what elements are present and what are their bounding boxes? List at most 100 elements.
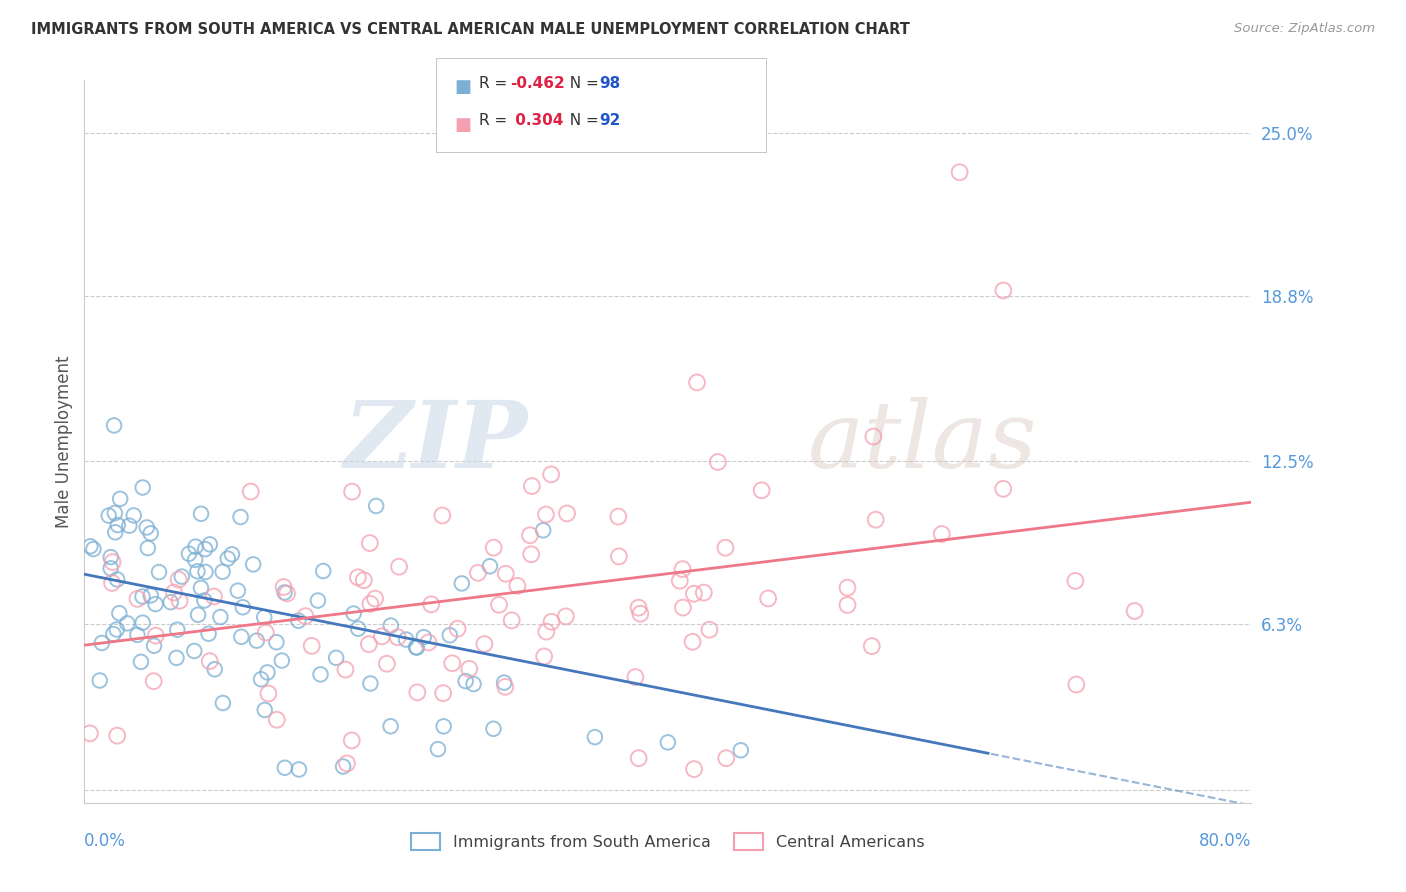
- Point: [607, 509, 630, 524]
- Point: [143, 639, 166, 653]
- Point: [239, 484, 262, 499]
- Point: [309, 667, 332, 681]
- Point: [335, 663, 357, 677]
- Point: [420, 598, 443, 612]
- Point: [756, 591, 779, 606]
- Point: [197, 626, 219, 640]
- Point: [202, 590, 225, 604]
- Point: [495, 566, 517, 581]
- Point: [186, 564, 208, 578]
- Point: [494, 680, 516, 694]
- Point: [101, 576, 124, 591]
- Point: [418, 635, 440, 649]
- Point: [672, 600, 695, 615]
- Point: [274, 761, 297, 775]
- Point: [166, 650, 188, 665]
- Point: [433, 719, 456, 733]
- Point: [105, 729, 128, 743]
- Point: [104, 525, 127, 540]
- Point: [699, 623, 721, 637]
- Point: [406, 685, 429, 699]
- Point: [100, 561, 122, 575]
- Point: [364, 591, 387, 606]
- Text: ZIP: ZIP: [343, 397, 527, 486]
- Point: [118, 518, 141, 533]
- Point: [266, 635, 288, 649]
- Point: [669, 574, 692, 588]
- Point: [482, 541, 505, 555]
- Point: [683, 587, 706, 601]
- Text: R =: R =: [479, 76, 513, 91]
- Point: [79, 539, 101, 553]
- Point: [211, 565, 233, 579]
- Point: [89, 673, 111, 688]
- Point: [671, 562, 693, 576]
- Point: [273, 580, 295, 594]
- Point: [270, 654, 292, 668]
- Point: [531, 524, 554, 538]
- Point: [506, 579, 529, 593]
- Point: [340, 733, 363, 747]
- Point: [159, 595, 181, 609]
- Point: [380, 618, 402, 632]
- Point: [388, 559, 411, 574]
- Point: [441, 657, 464, 671]
- Point: [458, 662, 481, 676]
- Point: [482, 722, 505, 736]
- Point: [730, 743, 752, 757]
- Point: [353, 573, 375, 587]
- Point: [250, 673, 273, 687]
- Point: [332, 759, 354, 773]
- Point: [657, 735, 679, 749]
- Point: [294, 609, 316, 624]
- Y-axis label: Male Unemployment: Male Unemployment: [55, 355, 73, 528]
- Point: [993, 284, 1015, 298]
- Point: [221, 547, 243, 561]
- Point: [540, 467, 562, 482]
- Point: [108, 491, 131, 506]
- Point: [107, 518, 129, 533]
- Point: [432, 508, 454, 523]
- Point: [583, 730, 606, 744]
- Point: [716, 751, 738, 765]
- Point: [167, 573, 190, 587]
- Point: [949, 165, 972, 179]
- Point: [163, 585, 186, 599]
- Text: atlas: atlas: [808, 397, 1038, 486]
- Point: [463, 677, 485, 691]
- Text: 0.0%: 0.0%: [84, 831, 127, 850]
- Point: [693, 585, 716, 599]
- Point: [837, 598, 859, 612]
- Point: [273, 585, 295, 599]
- Point: [127, 628, 149, 642]
- Point: [169, 593, 191, 607]
- Point: [860, 639, 883, 653]
- Point: [342, 607, 364, 621]
- Point: [209, 610, 232, 624]
- Point: [135, 520, 157, 534]
- Point: [426, 742, 449, 756]
- Point: [301, 639, 323, 653]
- Point: [534, 508, 557, 522]
- Point: [190, 507, 212, 521]
- Point: [865, 513, 887, 527]
- Point: [1064, 574, 1087, 588]
- Point: [380, 719, 402, 733]
- Text: 92: 92: [599, 113, 620, 128]
- Point: [375, 657, 398, 671]
- Point: [254, 625, 277, 640]
- Point: [82, 541, 104, 556]
- Point: [148, 565, 170, 579]
- Text: ■: ■: [454, 78, 471, 96]
- Point: [519, 528, 541, 542]
- Point: [217, 551, 239, 566]
- Point: [627, 600, 650, 615]
- Text: R =: R =: [479, 113, 513, 128]
- Point: [347, 622, 370, 636]
- Text: 80.0%: 80.0%: [1199, 831, 1251, 850]
- Point: [432, 686, 454, 700]
- Point: [474, 637, 496, 651]
- Point: [347, 570, 370, 584]
- Point: [554, 609, 576, 624]
- Point: [104, 506, 127, 520]
